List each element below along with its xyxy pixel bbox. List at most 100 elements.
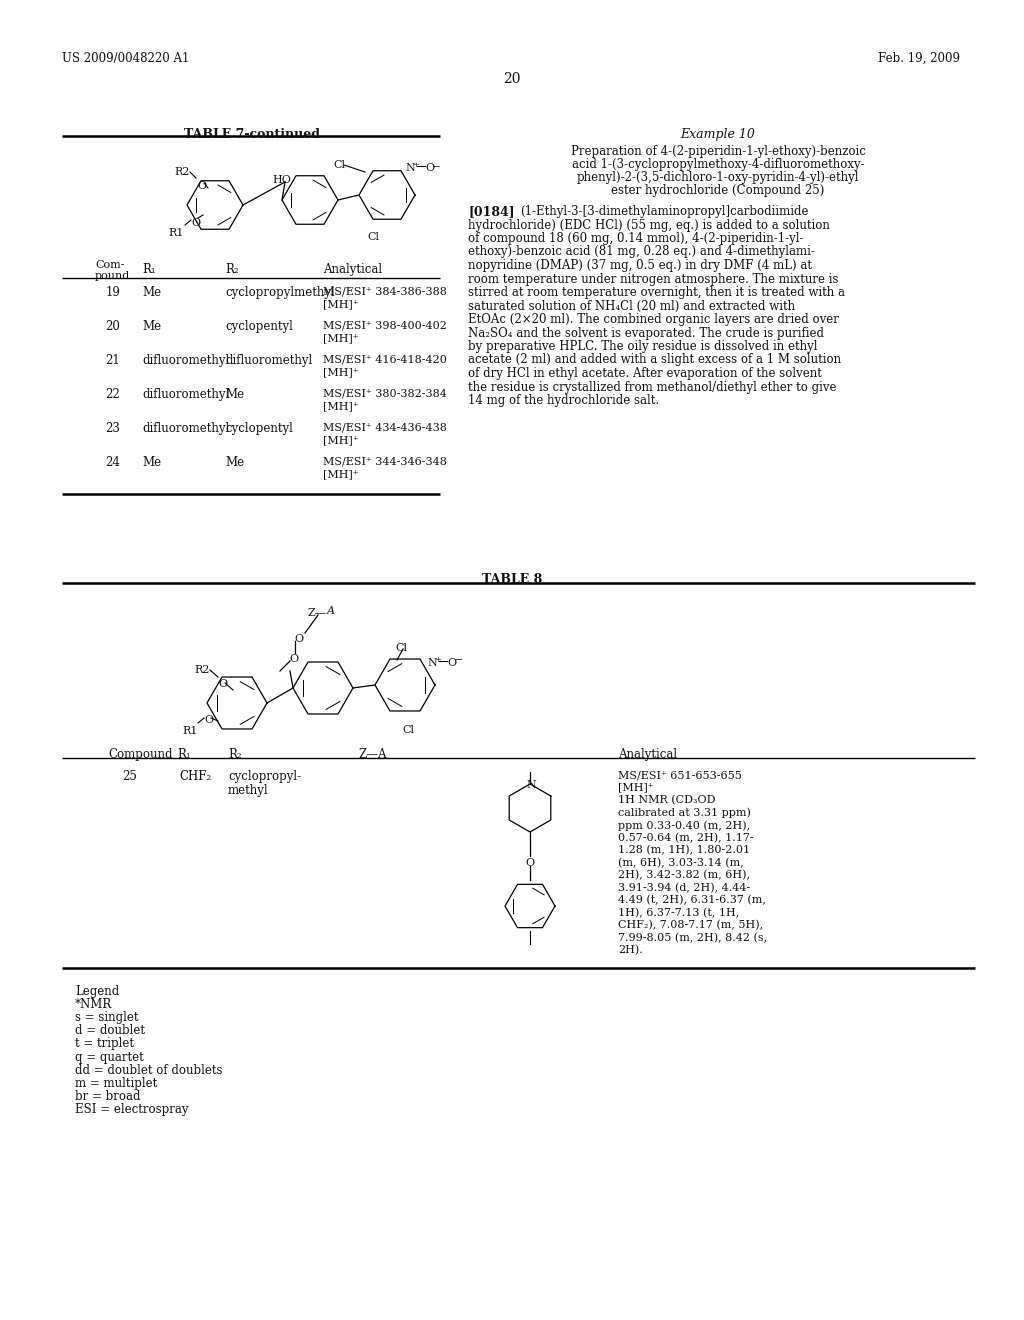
Text: calibrated at 3.31 ppm): calibrated at 3.31 ppm) <box>618 808 751 818</box>
Text: [MH]⁺: [MH]⁺ <box>323 469 358 479</box>
Text: R₁: R₁ <box>177 748 190 762</box>
Text: saturated solution of NH₄Cl (20 ml) and extracted with: saturated solution of NH₄Cl (20 ml) and … <box>468 300 795 313</box>
Text: 20: 20 <box>503 73 521 86</box>
Text: −: − <box>455 656 463 665</box>
Text: O: O <box>425 162 434 173</box>
Text: TABLE 8: TABLE 8 <box>482 573 542 586</box>
Text: O: O <box>525 858 535 869</box>
Text: d = doublet: d = doublet <box>75 1024 145 1038</box>
Text: 1H NMR (CD₃OD: 1H NMR (CD₃OD <box>618 795 716 805</box>
Text: 7.99-8.05 (m, 2H), 8.42 (s,: 7.99-8.05 (m, 2H), 8.42 (s, <box>618 932 767 942</box>
Text: Cl: Cl <box>402 725 414 735</box>
Text: MS/ESI⁺ 398-400-402: MS/ESI⁺ 398-400-402 <box>323 319 446 330</box>
Text: Preparation of 4-(2-piperidin-1-yl-ethoxy)-benzoic: Preparation of 4-(2-piperidin-1-yl-ethox… <box>570 145 865 158</box>
Text: MS/ESI⁺ 384-386-388: MS/ESI⁺ 384-386-388 <box>323 286 446 296</box>
Text: cyclopropylmethyl: cyclopropylmethyl <box>225 286 335 300</box>
Text: O: O <box>204 715 213 725</box>
Text: MS/ESI⁺ 434-436-438: MS/ESI⁺ 434-436-438 <box>323 422 446 432</box>
Text: 3.91-3.94 (d, 2H), 4.44-: 3.91-3.94 (d, 2H), 4.44- <box>618 883 751 892</box>
Text: difluoromethyl: difluoromethyl <box>142 354 229 367</box>
Text: N: N <box>526 780 536 789</box>
Text: Z—A: Z—A <box>358 748 386 762</box>
Text: Na₂SO₄ and the solvent is evaporated. The crude is purified: Na₂SO₄ and the solvent is evaporated. Th… <box>468 326 824 339</box>
Text: s = singlet: s = singlet <box>75 1011 138 1024</box>
Text: Analytical: Analytical <box>323 263 382 276</box>
Text: q = quartet: q = quartet <box>75 1051 143 1064</box>
Text: phenyl)-2-(3,5-dichloro-1-oxy-pyridin-4-yl)-ethyl: phenyl)-2-(3,5-dichloro-1-oxy-pyridin-4-… <box>577 172 859 183</box>
Text: ester hydrochloride (Compound 25): ester hydrochloride (Compound 25) <box>611 183 824 197</box>
Text: MS/ESI⁺ 416-418-420: MS/ESI⁺ 416-418-420 <box>323 354 446 364</box>
Text: R2: R2 <box>174 168 189 177</box>
Text: [MH]⁺: [MH]⁺ <box>323 367 358 378</box>
Text: +: + <box>434 656 441 664</box>
Text: m = multiplet: m = multiplet <box>75 1077 158 1089</box>
Text: CHF₂), 7.08-7.17 (m, 5H),: CHF₂), 7.08-7.17 (m, 5H), <box>618 920 763 931</box>
Text: cyclopentyl: cyclopentyl <box>225 319 293 333</box>
Text: [0184]: [0184] <box>468 205 515 218</box>
Text: Me: Me <box>225 388 244 401</box>
Text: [MH]⁺: [MH]⁺ <box>323 333 358 343</box>
Text: dd = doublet of doublets: dd = doublet of doublets <box>75 1064 222 1077</box>
Text: CHF₂: CHF₂ <box>179 770 211 783</box>
Text: 19: 19 <box>105 286 121 300</box>
Text: Me: Me <box>142 319 161 333</box>
Text: MS/ESI⁺ 380-382-384: MS/ESI⁺ 380-382-384 <box>323 388 446 399</box>
Text: acetate (2 ml) and added with a slight excess of a 1 M solution: acetate (2 ml) and added with a slight e… <box>468 354 841 367</box>
Text: by preparative HPLC. The oily residue is dissolved in ethyl: by preparative HPLC. The oily residue is… <box>468 341 817 352</box>
Text: ethoxy)-benzoic acid (81 mg, 0.28 eq.) and 4-dimethylami-: ethoxy)-benzoic acid (81 mg, 0.28 eq.) a… <box>468 246 815 259</box>
Text: difluoromethyl: difluoromethyl <box>142 388 229 401</box>
Text: O: O <box>191 218 200 228</box>
Text: pound: pound <box>95 271 130 281</box>
Text: Me: Me <box>225 455 244 469</box>
Text: O: O <box>218 678 227 689</box>
Text: 4.49 (t, 2H), 6.31-6.37 (m,: 4.49 (t, 2H), 6.31-6.37 (m, <box>618 895 766 906</box>
Text: O: O <box>289 653 298 664</box>
Text: [MH]⁺: [MH]⁺ <box>323 436 358 445</box>
Text: 23: 23 <box>105 422 121 436</box>
Text: stirred at room temperature overnight, then it is treated with a: stirred at room temperature overnight, t… <box>468 286 845 300</box>
Text: Compound: Compound <box>108 748 172 762</box>
Text: cyclopentyl: cyclopentyl <box>225 422 293 436</box>
Text: br = broad: br = broad <box>75 1089 140 1102</box>
Text: 14 mg of the hydrochloride salt.: 14 mg of the hydrochloride salt. <box>468 393 659 407</box>
Text: 21: 21 <box>105 354 121 367</box>
Text: MS/ESI⁺ 651-653-655: MS/ESI⁺ 651-653-655 <box>618 770 741 780</box>
Text: of dry HCl in ethyl acetate. After evaporation of the solvent: of dry HCl in ethyl acetate. After evapo… <box>468 367 822 380</box>
Text: R₂: R₂ <box>225 263 239 276</box>
Text: 22: 22 <box>105 388 121 401</box>
Text: 1H), 6.37-7.13 (t, 1H,: 1H), 6.37-7.13 (t, 1H, <box>618 908 739 917</box>
Text: Legend: Legend <box>75 986 119 998</box>
Text: ppm 0.33-0.40 (m, 2H),: ppm 0.33-0.40 (m, 2H), <box>618 820 751 830</box>
Text: Z—: Z— <box>308 609 327 618</box>
Text: N: N <box>406 162 415 173</box>
Text: [MH]⁺: [MH]⁺ <box>618 783 653 792</box>
Text: Feb. 19, 2009: Feb. 19, 2009 <box>878 51 961 65</box>
Text: [MH]⁺: [MH]⁺ <box>323 300 358 309</box>
Text: [MH]⁺: [MH]⁺ <box>323 401 358 411</box>
Text: EtOAc (2×20 ml). The combined organic layers are dried over: EtOAc (2×20 ml). The combined organic la… <box>468 313 839 326</box>
Text: HO: HO <box>272 176 291 185</box>
Text: the residue is crystallized from methanol/diethyl ether to give: the residue is crystallized from methano… <box>468 380 837 393</box>
Text: R1: R1 <box>168 228 183 238</box>
Text: Me: Me <box>142 455 161 469</box>
Text: N: N <box>427 657 437 668</box>
Text: R₂: R₂ <box>228 748 242 762</box>
Text: acid 1-(3-cyclopropylmethoxy-4-difluoromethoxy-: acid 1-(3-cyclopropylmethoxy-4-difluorom… <box>571 158 864 172</box>
Text: ESI = electrospray: ESI = electrospray <box>75 1102 188 1115</box>
Text: Example 10: Example 10 <box>681 128 756 141</box>
Text: +: + <box>412 161 419 169</box>
Text: R1: R1 <box>182 726 198 737</box>
Text: R₁: R₁ <box>142 263 156 276</box>
Text: difluoromethyl: difluoromethyl <box>225 354 312 367</box>
Text: −: − <box>432 161 439 170</box>
Text: Cl: Cl <box>333 160 345 170</box>
Text: of compound 18 (60 mg, 0.14 mmol), 4-(2-piperidin-1-yl-: of compound 18 (60 mg, 0.14 mmol), 4-(2-… <box>468 232 804 246</box>
Text: A: A <box>327 606 335 616</box>
Text: O: O <box>447 657 456 668</box>
Text: nopyridine (DMAP) (37 mg, 0.5 eq.) in dry DMF (4 mL) at: nopyridine (DMAP) (37 mg, 0.5 eq.) in dr… <box>468 259 812 272</box>
Text: Me: Me <box>142 286 161 300</box>
Text: (1-Ethyl-3-[3-dimethylaminopropyl]carbodiimide: (1-Ethyl-3-[3-dimethylaminopropyl]carbod… <box>520 205 809 218</box>
Text: cyclopropyl-: cyclopropyl- <box>228 770 301 783</box>
Text: TABLE 7-continued: TABLE 7-continued <box>184 128 319 141</box>
Text: hydrochloride) (EDC HCl) (55 mg, eq.) is added to a solution: hydrochloride) (EDC HCl) (55 mg, eq.) is… <box>468 219 829 231</box>
